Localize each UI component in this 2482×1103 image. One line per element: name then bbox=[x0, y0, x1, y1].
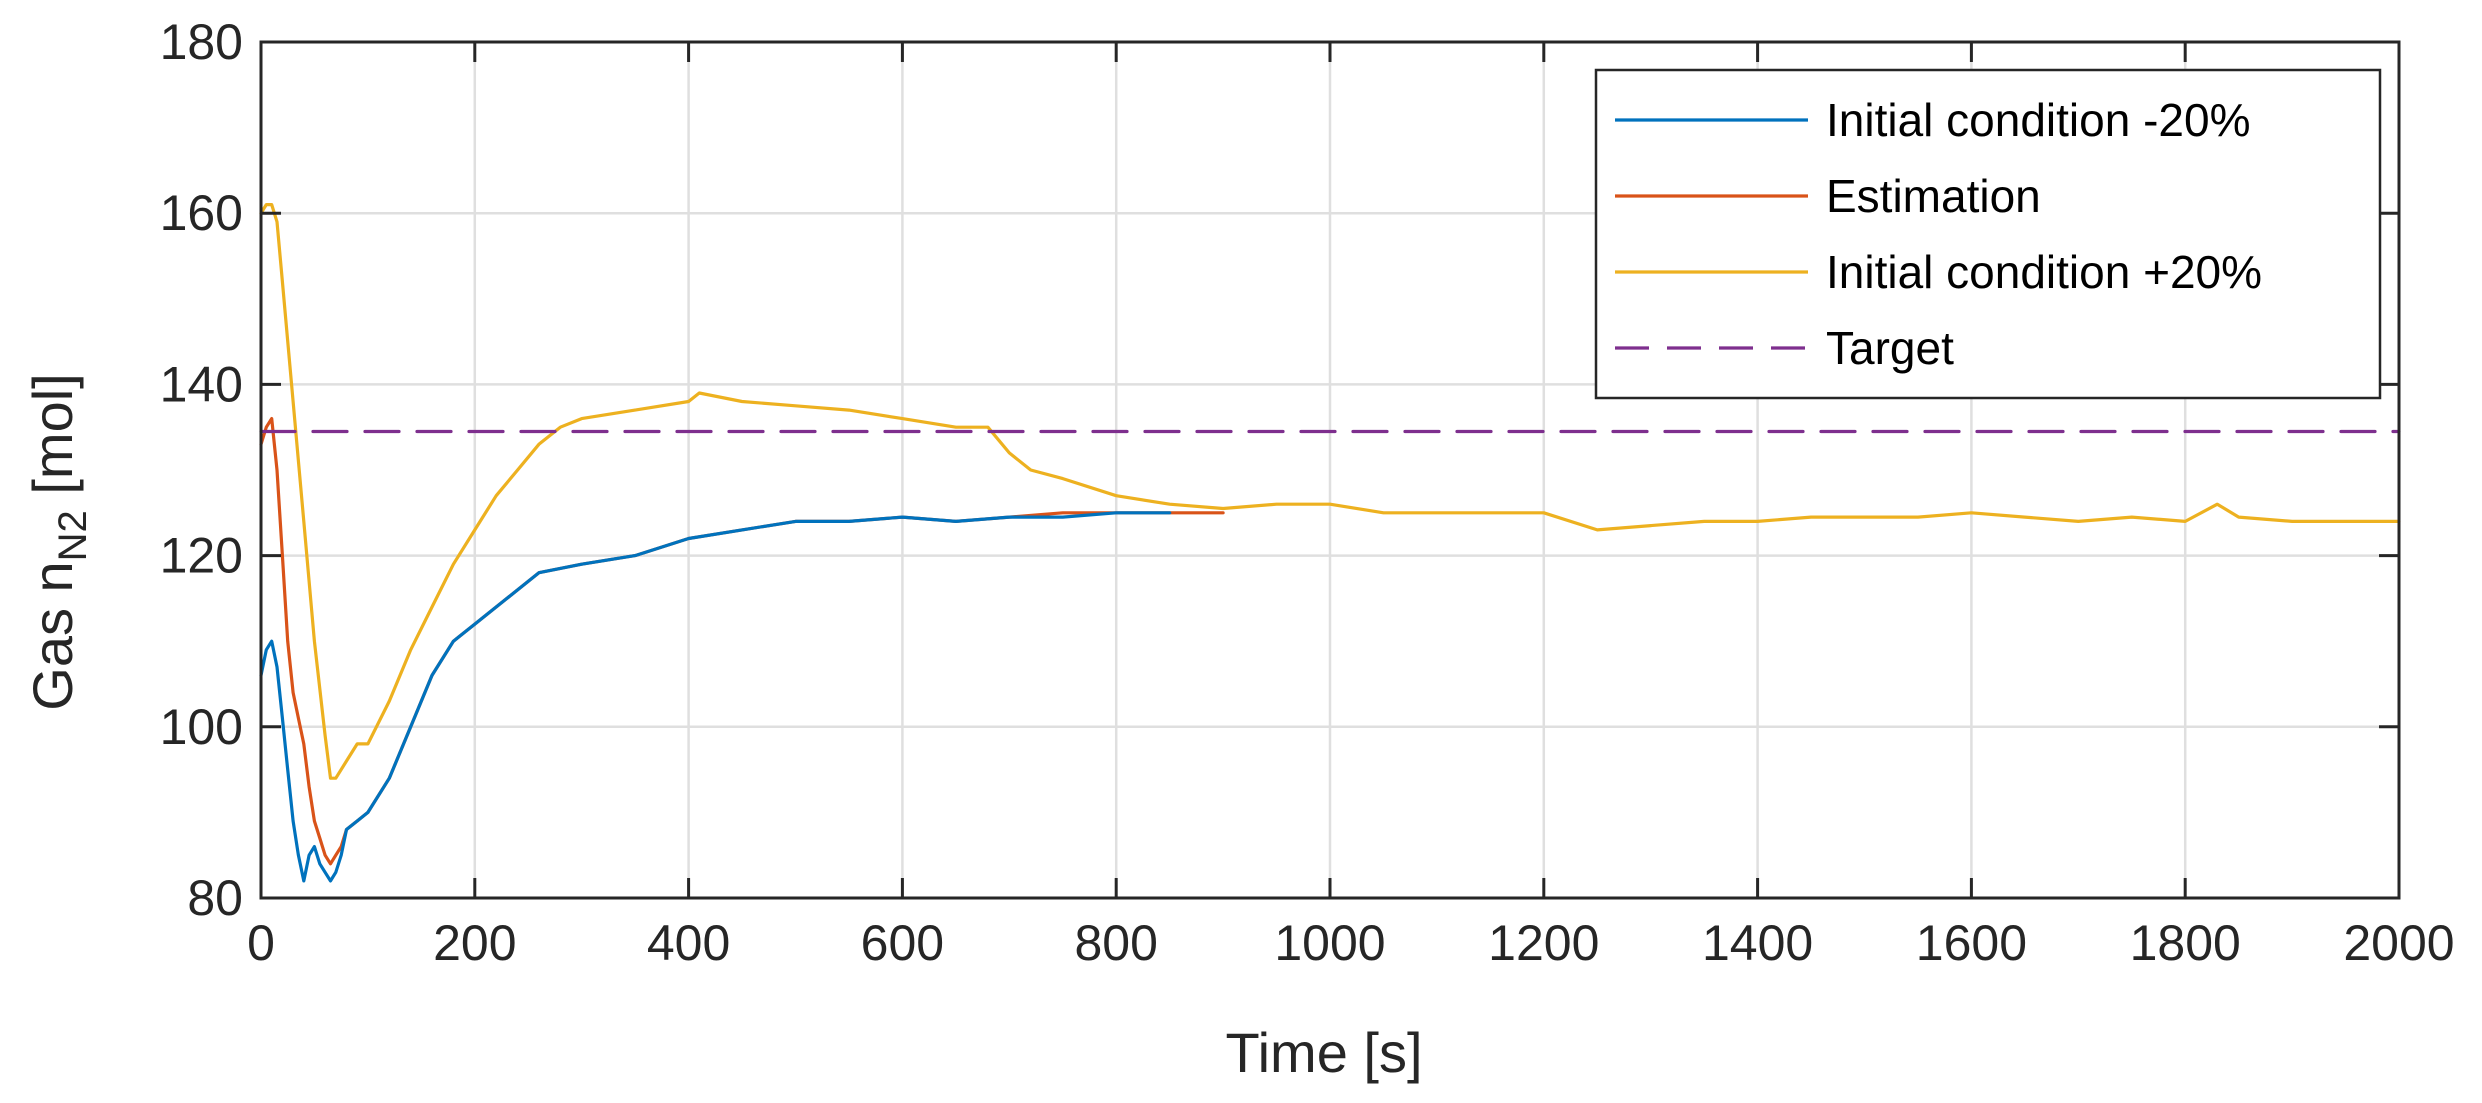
legend-label: Target bbox=[1826, 322, 1954, 374]
y-tick-label: 160 bbox=[160, 185, 243, 241]
y-axis-title-unit: [mol] bbox=[21, 373, 84, 510]
x-tick-label: 1200 bbox=[1488, 915, 1599, 971]
x-tick-label: 1600 bbox=[1916, 915, 2027, 971]
y-axis-title-subscript: N2 bbox=[51, 510, 95, 561]
x-tick-label: 0 bbox=[247, 915, 275, 971]
y-axis-title-main: Gas n bbox=[21, 561, 84, 710]
axis-ticks bbox=[259, 40, 2401, 900]
x-tick-label: 600 bbox=[861, 915, 944, 971]
series-line-initial-condition-20 bbox=[259, 203, 2401, 780]
y-tick-label: 100 bbox=[160, 699, 243, 755]
y-tick-label: 80 bbox=[187, 870, 243, 926]
x-tick-label: 1400 bbox=[1702, 915, 1813, 971]
x-tick-label: 2000 bbox=[2343, 915, 2454, 971]
x-tick-label: 400 bbox=[647, 915, 730, 971]
x-axis-title: Time [s] bbox=[1225, 1021, 1422, 1084]
y-tick-label: 120 bbox=[160, 528, 243, 584]
tick-labels: 0 200 400 600 800 1000 1200 1400 1600 1800 2000 80 1… bbox=[160, 14, 2455, 971]
y-tick-label: 180 bbox=[160, 14, 243, 70]
legend-box bbox=[1594, 68, 2382, 400]
legend-label: Initial condition -20% bbox=[1826, 94, 2250, 146]
series-layer bbox=[259, 203, 2401, 883]
legend-label: Estimation bbox=[1826, 170, 2041, 222]
y-axis-title: Gas nN2 [mol] bbox=[21, 373, 95, 710]
x-tick-label: 1800 bbox=[2130, 915, 2241, 971]
x-tick-label: 200 bbox=[433, 915, 516, 971]
series-line-initial-condition-20 bbox=[259, 511, 1172, 883]
x-tick-label: 800 bbox=[1074, 915, 1157, 971]
legend: Initial condition -20% Estimation Initial … bbox=[1594, 68, 2382, 400]
y-tick-label: 140 bbox=[160, 356, 243, 412]
svg-text:Gas nN2 [mol]: Gas nN2 [mol] bbox=[21, 373, 95, 710]
x-tick-label: 1000 bbox=[1274, 915, 1385, 971]
legend-label: Initial condition +20% bbox=[1826, 246, 2262, 298]
